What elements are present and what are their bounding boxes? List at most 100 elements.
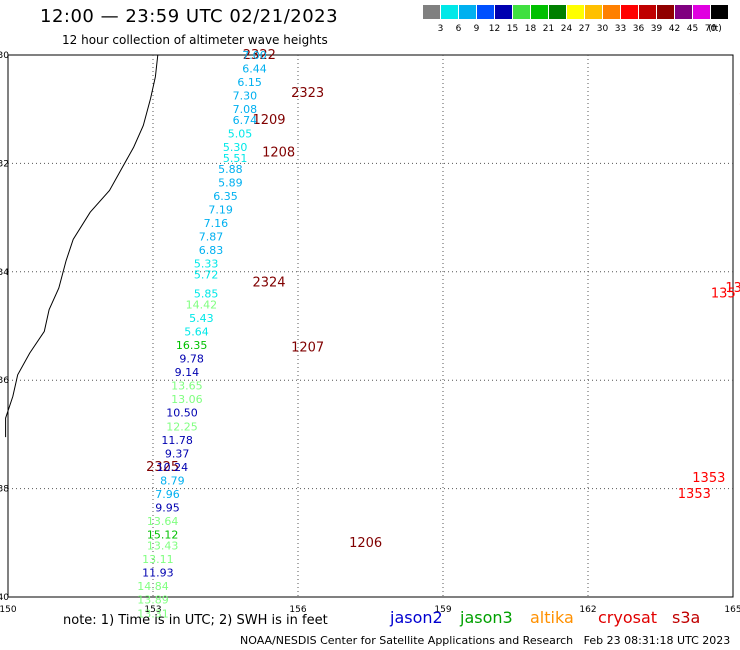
scale-swatch bbox=[477, 5, 494, 19]
scale-swatch bbox=[441, 5, 458, 19]
wave-height-value: 7.00 bbox=[242, 49, 267, 62]
scale-swatch bbox=[657, 5, 674, 19]
wave-height-value: 6.44 bbox=[242, 63, 267, 76]
scale-swatch bbox=[531, 5, 548, 19]
wave-height-value: 13.43 bbox=[147, 540, 179, 553]
footer-credit: NOAA/NESDIS Center for Satellite Applica… bbox=[240, 634, 730, 647]
scale-swatch bbox=[549, 5, 566, 19]
scale-swatch bbox=[603, 5, 620, 19]
lat-tick-label: -40 bbox=[0, 593, 9, 603]
wave-height-value: 14.84 bbox=[137, 580, 169, 593]
wave-height-value: 5.72 bbox=[194, 269, 219, 282]
lat-tick-label: -32 bbox=[0, 159, 9, 169]
map-subtitle: 12 hour collection of altimeter wave hei… bbox=[62, 33, 328, 47]
wave-height-value: 6.74 bbox=[233, 114, 258, 127]
scale-swatch bbox=[459, 5, 476, 19]
scale-label: 36 bbox=[632, 24, 645, 34]
wave-height-value: 15.12 bbox=[147, 529, 179, 542]
time-label: 1209 bbox=[252, 113, 285, 128]
wave-height-value: 9.95 bbox=[155, 502, 180, 515]
time-label: 1206 bbox=[349, 536, 382, 551]
time-label: 135 bbox=[725, 281, 740, 296]
wave-height-value: 13.65 bbox=[171, 380, 203, 393]
lon-tick-label: 165 bbox=[724, 605, 740, 615]
scale-swatch bbox=[423, 5, 440, 19]
scale-label: 21 bbox=[542, 24, 555, 34]
timestamp: Feb 23 08:31:18 UTC 2023 bbox=[583, 634, 731, 647]
scale-label: 12 bbox=[488, 24, 501, 34]
satellite-s3a: s3a bbox=[672, 608, 701, 627]
wave-height-value: 5.05 bbox=[228, 128, 253, 141]
scale-swatch bbox=[639, 5, 656, 19]
satellite-altika: altika bbox=[530, 608, 574, 627]
wave-height-value: 7.16 bbox=[204, 217, 229, 230]
time-label: 135 bbox=[711, 286, 736, 301]
time-label: 1353 bbox=[678, 487, 711, 502]
scale-label: 24 bbox=[560, 24, 573, 34]
scale-swatch bbox=[711, 5, 728, 19]
footer-note: note: 1) Time is in UTC; 2) SWH is in fe… bbox=[63, 613, 328, 628]
lon-tick-label: 162 bbox=[579, 605, 596, 615]
wave-height-value: 16.35 bbox=[176, 339, 208, 352]
time-label: 1207 bbox=[291, 341, 324, 356]
wave-height-value: 13.89 bbox=[137, 594, 169, 607]
lon-tick-label: 159 bbox=[434, 605, 451, 615]
satellite-cryosat: cryosat bbox=[598, 608, 658, 627]
scale-swatch bbox=[585, 5, 602, 19]
scale-swatch bbox=[675, 5, 692, 19]
lat-tick-label: -30 bbox=[0, 51, 9, 61]
wave-height-value: 10.50 bbox=[166, 407, 198, 420]
wave-height-value: 5.85 bbox=[194, 287, 219, 300]
scale-label: 70 bbox=[704, 24, 717, 34]
wave-height-value: 9.14 bbox=[175, 366, 200, 379]
wave-height-value: 11.78 bbox=[161, 434, 193, 447]
scale-label: 45 bbox=[686, 24, 699, 34]
wave-height-value: 7.08 bbox=[233, 103, 258, 116]
wave-height-value: 13.64 bbox=[147, 515, 179, 528]
lon-tick-label: 150 bbox=[0, 605, 17, 615]
lat-tick-label: -36 bbox=[0, 376, 9, 386]
scale-label: 30 bbox=[596, 24, 609, 34]
wave-height-value: 5.33 bbox=[194, 258, 219, 271]
lat-tick-label: -34 bbox=[0, 268, 9, 278]
wave-height-value: 9.37 bbox=[165, 447, 190, 460]
wave-height-value: 5.51 bbox=[223, 152, 248, 165]
wave-height-value: 8.79 bbox=[160, 474, 185, 487]
scale-unit: (ft) bbox=[708, 24, 722, 34]
scale-label: 3 bbox=[437, 24, 444, 34]
scale-swatch bbox=[693, 5, 710, 19]
wave-height-value: 14.42 bbox=[186, 298, 218, 311]
scale-label: 9 bbox=[473, 24, 480, 34]
wave-height-value: 11.93 bbox=[142, 567, 174, 580]
wave-height-value: 5.89 bbox=[218, 176, 243, 189]
satellite-jason2: jason2 bbox=[390, 608, 443, 627]
lon-tick-label: 153 bbox=[144, 605, 161, 615]
time-label: 1353 bbox=[692, 471, 725, 486]
map-frame bbox=[7, 54, 734, 598]
scale-label: 39 bbox=[650, 24, 663, 34]
satellite-jason3: jason3 bbox=[460, 608, 513, 627]
scale-swatch bbox=[513, 5, 530, 19]
wave-height-value: 5.43 bbox=[189, 312, 214, 325]
scale-label: 33 bbox=[614, 24, 627, 34]
lat-tick-label: -38 bbox=[0, 485, 9, 495]
wave-height-value: 13.31 bbox=[137, 607, 169, 620]
wave-height-value: 5.88 bbox=[218, 163, 243, 176]
time-label: 1 bbox=[739, 91, 740, 106]
time-label: 1 bbox=[739, 102, 740, 117]
wave-height-value: 5.30 bbox=[223, 141, 248, 154]
wave-height-value: 7.30 bbox=[233, 90, 258, 103]
coastline bbox=[5, 54, 159, 438]
wave-height-value: 13.11 bbox=[142, 553, 174, 566]
map-title: 12:00 — 23:59 UTC 02/21/2023 bbox=[40, 6, 339, 27]
scale-label: 42 bbox=[668, 24, 681, 34]
scale-swatch bbox=[621, 5, 638, 19]
wave-height-value: 7.96 bbox=[155, 488, 180, 501]
time-label: 2325 bbox=[146, 460, 179, 475]
time-label: 2323 bbox=[291, 86, 324, 101]
scale-label: 18 bbox=[524, 24, 537, 34]
wave-height-value: 6.83 bbox=[199, 244, 224, 257]
scale-swatch bbox=[495, 5, 512, 19]
time-label: 2324 bbox=[252, 276, 285, 291]
wave-height-value: 7.19 bbox=[208, 203, 233, 216]
